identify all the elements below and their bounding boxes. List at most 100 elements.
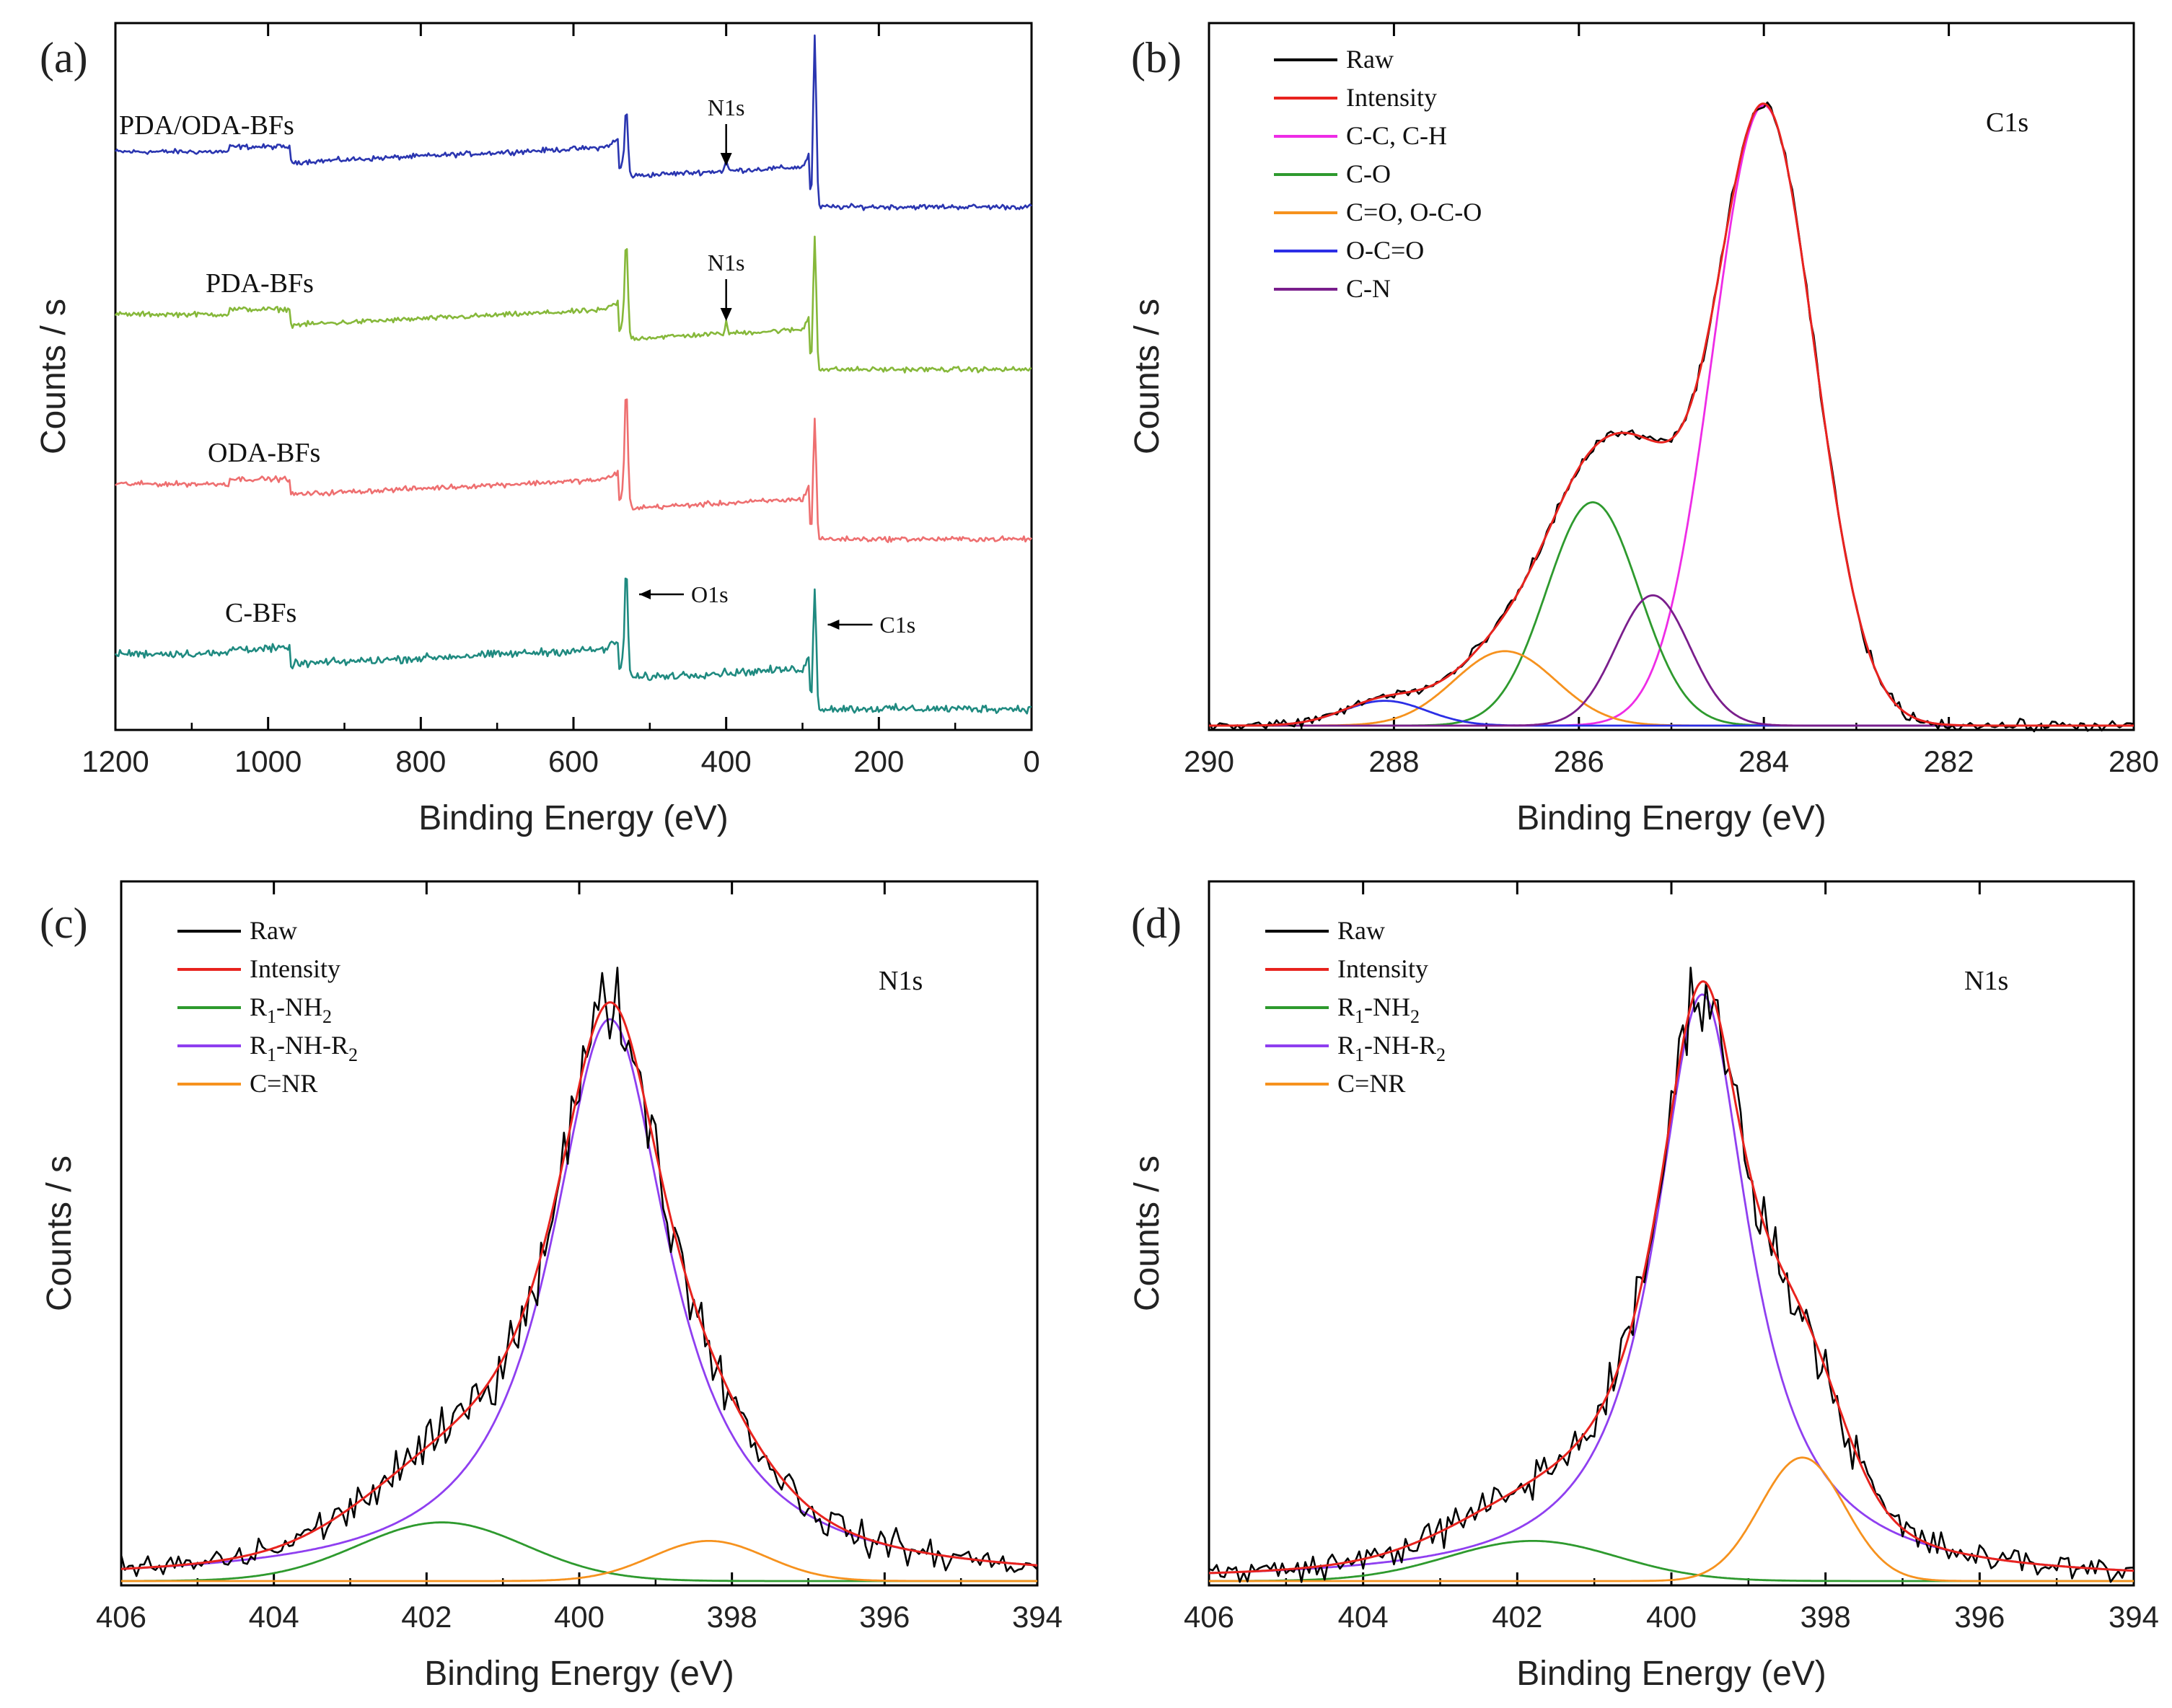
legend-item: C=NR [1265, 1069, 1405, 1098]
x-tick-label: 284 [1738, 744, 1789, 778]
peak-annotation: N1s [708, 250, 745, 276]
legend-item: Raw [1265, 916, 1385, 945]
y-axis-label: Counts / s [35, 299, 73, 454]
x-tick-label: 400 [1646, 1600, 1697, 1634]
legend-item: R1-NH2 [1265, 992, 1420, 1027]
legend-label: Raw [1346, 45, 1394, 74]
legend-item: Raw [1274, 45, 1394, 74]
x-tick-label: 398 [1801, 1600, 1851, 1634]
legend-item: O-C=O [1274, 236, 1424, 265]
x-tick-label: 394 [2109, 1600, 2159, 1634]
panel-label: (b) [1131, 34, 1182, 82]
legend-item: Intensity [177, 954, 340, 983]
y-axis-label: Counts / s [1128, 1155, 1166, 1311]
component-curve [1209, 700, 2134, 727]
legend-label: C=O, O-C-O [1346, 198, 1482, 226]
peak-annotation: O1s [691, 581, 729, 607]
legend: Raw Intensity R1-NH2 R1-NH-R2 C=NR [1265, 916, 1446, 1098]
envelope-curve [120, 1001, 1038, 1570]
legend-item: R1-NH-R2 [1265, 1031, 1446, 1065]
legend-label: C=NR [1337, 1069, 1405, 1098]
x-axis-label: Binding Energy (eV) [418, 799, 729, 837]
legend-label: C-O [1346, 159, 1391, 188]
arrow-head [639, 589, 651, 599]
component-curve [1209, 650, 2134, 727]
legend: Raw Intensity C-C, C-H C-O C=O, O-C-O O-C=O C-… [1274, 45, 1482, 303]
component-curve [1209, 1456, 2134, 1582]
x-tick-label: 406 [96, 1600, 146, 1634]
legend-item: C-C, C-H [1274, 121, 1447, 150]
legend-item: Intensity [1265, 954, 1428, 983]
legend-label: O-C=O [1346, 236, 1424, 265]
legend: Raw Intensity R1-NH2 R1-NH-R2 C=NR [177, 916, 358, 1098]
peak-annotation: N1s [708, 94, 745, 120]
legend-label: Intensity [250, 954, 340, 983]
legend-label: R1-NH-R2 [1337, 1031, 1446, 1065]
region-label: N1s [879, 966, 923, 996]
x-tick-label: 0 [1023, 744, 1039, 778]
legend-label: Intensity [1346, 83, 1437, 112]
x-axis-label: Binding Energy (eV) [1516, 799, 1826, 837]
series-line [114, 235, 1032, 374]
x-tick-label: 282 [1924, 744, 1974, 778]
x-tick-label: 404 [249, 1600, 299, 1634]
legend-item: Raw [177, 916, 297, 945]
x-tick-label: 394 [1012, 1600, 1063, 1634]
panel-label: (a) [40, 34, 88, 82]
x-tick-label: 280 [2109, 744, 2159, 778]
x-tick-label: 286 [1554, 744, 1604, 778]
x-tick-label: 600 [548, 744, 599, 778]
x-axis-label: Binding Energy (eV) [1516, 1655, 1826, 1693]
panel-d: 406 404 402 400 398 396 394 Binding Energy (eV)… [1128, 880, 2159, 1693]
panel-b: 290 288 286 284 282 280 Binding Energy (eV) Cou… [1128, 22, 2159, 837]
series-label: PDA-BFs [206, 268, 314, 299]
component-curve [1209, 501, 2134, 727]
envelope-curve [1209, 102, 2134, 727]
legend-label: C-N [1346, 274, 1391, 303]
series-line [114, 34, 1032, 211]
legend-item: C-O [1274, 159, 1391, 188]
legend-label: Raw [250, 916, 297, 945]
region-label: C1s [1986, 107, 2028, 138]
x-tick-label: 290 [1184, 744, 1234, 778]
x-tick-label: 402 [401, 1600, 452, 1634]
x-tick-label: 396 [859, 1600, 910, 1634]
legend-label: R1-NH2 [1337, 992, 1420, 1027]
x-tick-label: 200 [853, 744, 904, 778]
series-line [115, 398, 1033, 543]
legend-label: R1-NH2 [250, 992, 332, 1027]
legend-label: R1-NH-R2 [250, 1031, 358, 1065]
raw-spectrum [1208, 101, 2134, 733]
peak-annotation: C1s [879, 612, 915, 638]
legend-label: Raw [1337, 916, 1385, 945]
arrow-head [720, 153, 732, 166]
x-tick-label: 400 [554, 1600, 604, 1634]
panel-a: 1200 1000 800 600 400 200 0 Binding Energy (eV)… [35, 22, 1040, 837]
x-tick-label: 1000 [234, 744, 302, 778]
legend-item: R1-NH-R2 [177, 1031, 358, 1065]
envelope-curve [1209, 980, 2134, 1575]
raw-spectrum [1208, 967, 2134, 1583]
component-curve [121, 1540, 1037, 1582]
x-tick-label: 402 [1492, 1600, 1542, 1634]
legend-item: C=O, O-C-O [1274, 198, 1482, 226]
series-line [114, 577, 1032, 715]
x-tick-label: 396 [1954, 1600, 2005, 1634]
x-tick-label: 1200 [82, 744, 149, 778]
legend-item: R1-NH2 [177, 992, 332, 1027]
legend-label: C=NR [250, 1069, 317, 1098]
y-axis-label: Counts / s [1128, 299, 1166, 454]
legend-label: C-C, C-H [1346, 121, 1447, 150]
arrow-head [827, 620, 840, 630]
x-tick-label: 400 [701, 744, 752, 778]
legend-label: Intensity [1337, 954, 1428, 983]
legend-item: Intensity [1274, 83, 1437, 112]
x-tick-label: 398 [707, 1600, 757, 1634]
legend-item: C=NR [177, 1069, 317, 1098]
legend-item: C-N [1274, 274, 1391, 303]
x-tick-label: 406 [1184, 1600, 1234, 1634]
series-label: ODA-BFs [208, 438, 320, 468]
panel-c: 406 404 402 400 398 396 394 Binding Energy (eV)… [40, 880, 1063, 1693]
series-label: C-BFs [225, 598, 296, 628]
